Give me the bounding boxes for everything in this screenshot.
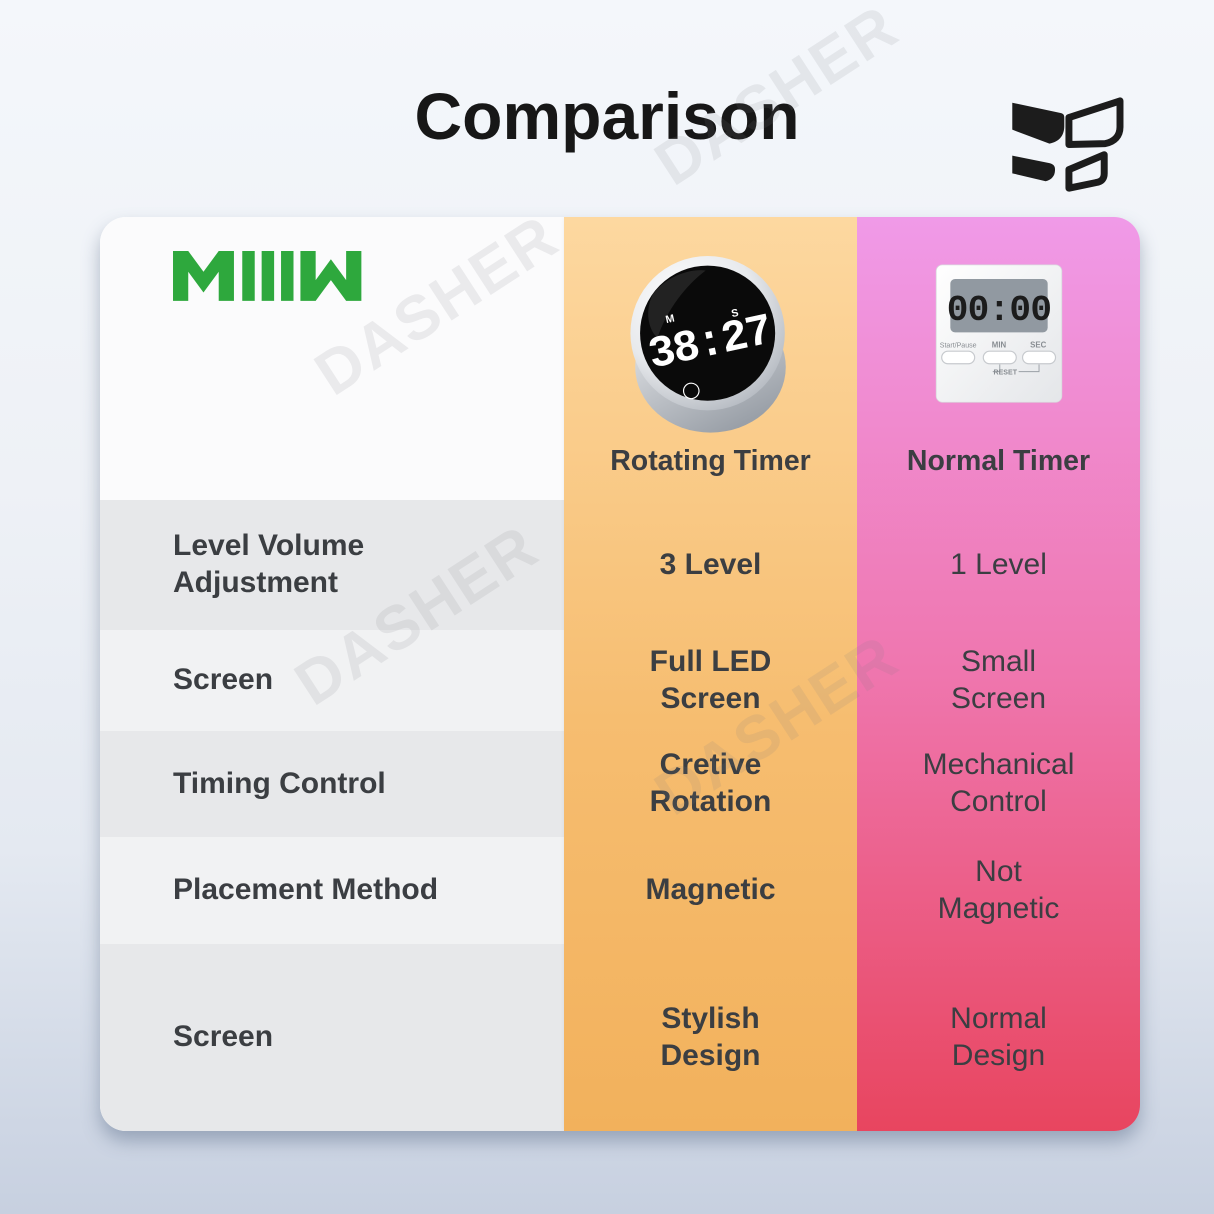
svg-text:00:00: 00:00: [946, 290, 1050, 331]
svg-text:RESET: RESET: [993, 370, 1017, 377]
svg-text:SEC: SEC: [1030, 340, 1046, 349]
svg-text:Start/Pause: Start/Pause: [939, 342, 976, 349]
svg-text:MIN: MIN: [991, 340, 1006, 349]
